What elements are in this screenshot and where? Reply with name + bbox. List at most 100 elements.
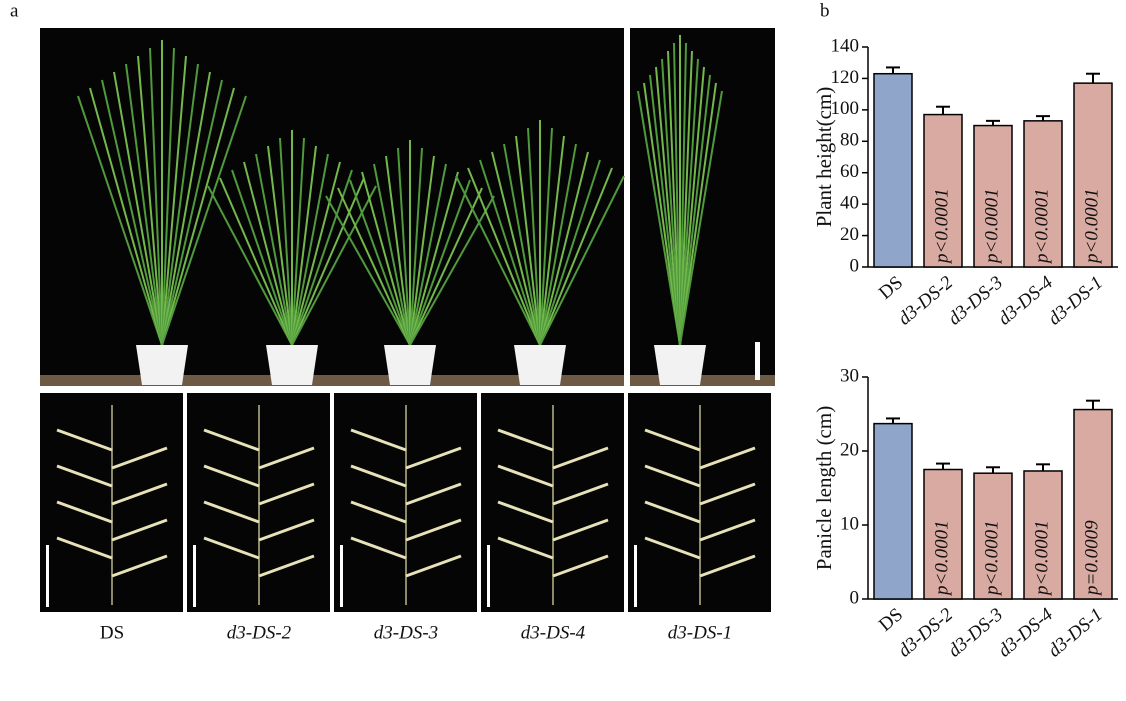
- plant-leaf: [539, 127, 553, 346]
- y-tick-label: 80: [840, 130, 859, 151]
- x-tick-label: d3-DS-2: [894, 272, 957, 330]
- panicle-branch: [552, 446, 609, 470]
- plant-leaf: [291, 137, 305, 346]
- plant-leaf: [325, 195, 411, 346]
- plant-leaf: [161, 95, 247, 346]
- panicle-branch: [56, 500, 113, 524]
- genotype-label: d3-DS-2: [227, 622, 292, 643]
- plant-leaf: [125, 63, 163, 346]
- panicle-branch: [258, 446, 315, 470]
- plant-leaf: [515, 135, 541, 346]
- panicle-branch: [350, 464, 407, 488]
- panicle-branch: [497, 500, 554, 524]
- panicle-branch: [350, 428, 407, 452]
- panicle-branch: [111, 482, 168, 506]
- plant-leaf: [279, 137, 293, 346]
- panicle-branch: [56, 428, 113, 452]
- plant-leaf: [137, 55, 163, 346]
- panicle-branch: [699, 554, 756, 578]
- plant-leaf: [539, 175, 625, 346]
- panicle-branch: [56, 536, 113, 560]
- panel-label: b: [820, 0, 830, 21]
- panicle-branch: [405, 446, 462, 470]
- y-tick-label: 140: [831, 35, 860, 56]
- plant-leaf: [539, 167, 613, 346]
- plant-leaf: [637, 90, 681, 346]
- plant-leaf: [291, 177, 365, 346]
- pot: [514, 345, 566, 385]
- bar: [1023, 470, 1063, 600]
- y-tick-label: 20: [840, 224, 859, 245]
- scale-bar: [634, 545, 637, 607]
- plant-leaf: [291, 169, 353, 346]
- bar: [973, 124, 1013, 268]
- panicle-branch: [258, 518, 315, 542]
- panicle-branch: [350, 536, 407, 560]
- bar: [873, 422, 913, 600]
- scale-bar: [46, 545, 49, 607]
- photo-decor: [40, 35, 771, 612]
- bar: [973, 472, 1013, 600]
- plant-leaf: [679, 74, 711, 346]
- plant-leaf: [219, 177, 293, 346]
- plant-leaf: [409, 155, 435, 346]
- panicle-branch: [644, 500, 701, 524]
- panicle-branch: [497, 428, 554, 452]
- plant-leaf: [161, 79, 223, 346]
- plant-leaf: [231, 169, 293, 346]
- panicle-branch: [405, 554, 462, 578]
- panicle-branch: [111, 518, 168, 542]
- panicle-branch: [203, 464, 260, 488]
- genotype-label: d3-DS-4: [521, 622, 586, 643]
- panicle-branch: [644, 428, 701, 452]
- plant-leaf: [667, 50, 681, 346]
- panicle-branch: [699, 518, 756, 542]
- plant-leaf: [679, 90, 723, 346]
- plant-leaf: [661, 58, 681, 346]
- plant-leaf: [643, 82, 681, 346]
- p-value-label: p<0.0001: [931, 188, 952, 265]
- scale-bar: [755, 342, 760, 380]
- panicle-branch: [350, 500, 407, 524]
- bar: [873, 72, 913, 268]
- y-tick-label: 60: [840, 161, 859, 182]
- x-tick-label: d3-DS-4: [994, 604, 1057, 662]
- plant-leaf: [243, 161, 293, 346]
- plant-leaf: [539, 151, 589, 346]
- x-tick-label: d3-DS-2: [894, 604, 957, 662]
- p-value-label: p<0.0001: [981, 520, 1002, 597]
- plant-leaf: [385, 155, 411, 346]
- panicle-branch: [699, 446, 756, 470]
- y-axis-title: Panicle length (cm): [812, 406, 836, 570]
- panicle-branch: [258, 482, 315, 506]
- plant-leaf: [679, 50, 693, 346]
- panicle-branch: [111, 554, 168, 578]
- pot: [266, 345, 318, 385]
- plant-leaf: [397, 147, 411, 346]
- y-tick-label: 100: [831, 98, 860, 119]
- panicle-branch: [56, 464, 113, 488]
- x-tick-label: d3-DS-1: [1044, 604, 1107, 661]
- plant-leaf: [89, 87, 163, 346]
- pot: [136, 345, 188, 385]
- scale-bar: [340, 545, 343, 607]
- y-tick-label: 40: [840, 193, 859, 214]
- panel-label: a: [10, 0, 19, 21]
- panicle-branch: [644, 536, 701, 560]
- plant-leaf: [291, 153, 329, 346]
- y-axis-title: Plant height(cm): [812, 87, 836, 228]
- plant-leaf: [409, 195, 495, 346]
- plant-leaf: [255, 153, 293, 346]
- plant-leaf: [373, 163, 411, 346]
- pot: [654, 345, 706, 385]
- plant-leaf: [539, 135, 565, 346]
- plant-leaf: [491, 151, 541, 346]
- y-tick-label: 30: [840, 365, 859, 386]
- bar: [923, 468, 963, 600]
- panicle-branch: [552, 518, 609, 542]
- plant-leaf: [409, 171, 459, 346]
- plant-leaf: [207, 185, 293, 346]
- panicle-branch: [405, 518, 462, 542]
- plant-leaf: [337, 187, 411, 346]
- plant-leaf: [649, 74, 681, 346]
